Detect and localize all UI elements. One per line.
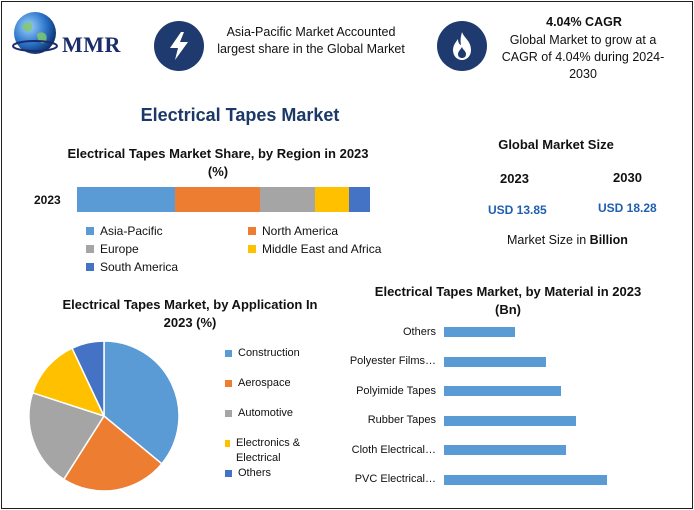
- pie-slice-automotive: [28, 391, 106, 481]
- logo: MMR: [12, 10, 142, 60]
- legend-label: Construction: [238, 347, 300, 359]
- highlight-text-2: Global Market to grow at a CAGR of 4.04%…: [501, 33, 665, 81]
- legend-south-america: South America: [86, 260, 178, 274]
- unit-prefix: Market Size in: [507, 233, 590, 247]
- main-title: Electrical Tapes Market: [140, 105, 340, 125]
- legend-label: Automotive: [238, 407, 294, 419]
- legend-label: Electronics & Electrical: [235, 437, 301, 464]
- legend-europe: Europe: [86, 242, 139, 256]
- lightning-bolt-icon: [154, 21, 204, 71]
- legend-north-america: North America: [248, 224, 338, 238]
- pie-slice-others: [71, 340, 105, 417]
- region-bar-segment-asia-pacific: [77, 187, 175, 212]
- value-2030: USD 18.28: [598, 201, 657, 215]
- pie-slice-electronics-electrical: [31, 347, 106, 418]
- legend-electronics: Electronics & Electrical: [225, 436, 315, 466]
- region-bar-segment-north-america: [174, 187, 261, 212]
- year-2023-label: 2023: [500, 171, 529, 186]
- region-chart-title: Electrical Tapes Market Share, by Region…: [67, 146, 369, 179]
- legend-label: Middle East and Africa: [262, 242, 382, 256]
- region-bar-segment-europe: [260, 187, 316, 212]
- legend-construction: Construction: [225, 346, 325, 361]
- logo-text: MMR: [62, 32, 121, 57]
- legend-swatch: [86, 245, 94, 253]
- material-chart-title: Electrical Tapes Market, by Material in …: [374, 284, 642, 317]
- flame-icon: [437, 21, 487, 71]
- legend-swatch: [225, 349, 232, 357]
- region-legend: Asia-Pacific North America Europe Middle…: [86, 224, 406, 276]
- legend-label: South America: [100, 260, 179, 274]
- highlight-text-1: Asia-Pacific Market Accounted largest sh…: [217, 25, 405, 56]
- pie-slice-construction: [103, 340, 180, 465]
- legend-swatch: [225, 439, 230, 447]
- legend-swatch: [248, 245, 256, 253]
- pie-slice-aerospace: [62, 414, 163, 492]
- legend-others: Others: [225, 466, 325, 481]
- legend-aerospace: Aerospace: [225, 376, 325, 391]
- region-stacked-bar: [77, 187, 370, 212]
- value-2023: USD 13.85: [488, 203, 547, 217]
- application-chart-title: Electrical Tapes Market, by Application …: [62, 297, 318, 330]
- globe-icon: [12, 12, 58, 54]
- legend-swatch: [225, 409, 232, 417]
- region-category-label: 2023: [34, 193, 61, 207]
- legend-label: Aerospace: [238, 377, 291, 389]
- market-size-unit: Market Size in Billion: [507, 233, 628, 247]
- legend-label: Others: [238, 467, 272, 479]
- legend-middle-east-africa: Middle East and Africa: [248, 242, 381, 256]
- legend-label: Asia-Pacific: [100, 224, 163, 238]
- legend-asia-pacific: Asia-Pacific: [86, 224, 163, 238]
- legend-automotive: Automotive: [225, 406, 325, 421]
- legend-swatch: [248, 227, 256, 235]
- legend-swatch: [86, 227, 94, 235]
- region-bar-segment-middle-east-and-africa: [315, 187, 349, 212]
- legend-swatch: [225, 469, 232, 477]
- cagr-title: 4.04% CAGR: [546, 15, 622, 29]
- legend-label: North America: [262, 224, 339, 238]
- legend-swatch: [86, 263, 94, 271]
- global-market-title: Global Market Size: [498, 137, 614, 152]
- legend-swatch: [225, 379, 232, 387]
- year-2030-label: 2030: [613, 170, 642, 185]
- legend-label: Europe: [100, 242, 139, 256]
- unit-bold: Billion: [589, 233, 628, 247]
- region-bar-segment-south-america: [348, 187, 370, 212]
- application-pie-chart: [28, 340, 180, 492]
